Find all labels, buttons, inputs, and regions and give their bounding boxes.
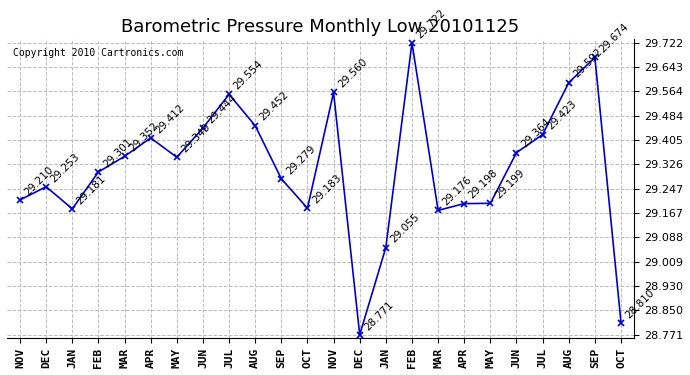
Text: 29.364: 29.364	[520, 117, 552, 150]
Text: 29.452: 29.452	[258, 90, 291, 123]
Text: 29.592: 29.592	[571, 47, 604, 80]
Text: 29.301: 29.301	[101, 136, 134, 169]
Text: 29.279: 29.279	[284, 143, 317, 176]
Text: 29.560: 29.560	[336, 57, 369, 90]
Text: 29.352: 29.352	[128, 121, 160, 153]
Text: 29.349: 29.349	[179, 122, 213, 154]
Text: 28.810: 28.810	[624, 287, 657, 320]
Text: 29.722: 29.722	[415, 7, 448, 40]
Text: 29.183: 29.183	[310, 172, 343, 206]
Text: 29.674: 29.674	[598, 22, 631, 55]
Text: 29.423: 29.423	[545, 99, 578, 132]
Text: 29.055: 29.055	[388, 212, 422, 245]
Text: 29.176: 29.176	[441, 175, 474, 208]
Text: 29.412: 29.412	[153, 102, 186, 135]
Title: Barometric Pressure Monthly Low 20101125: Barometric Pressure Monthly Low 20101125	[121, 18, 520, 36]
Text: 29.199: 29.199	[493, 168, 526, 201]
Text: 29.444: 29.444	[206, 92, 239, 125]
Text: 29.253: 29.253	[49, 151, 82, 184]
Text: 28.771: 28.771	[362, 299, 395, 332]
Text: 29.181: 29.181	[75, 173, 108, 206]
Text: Copyright 2010 Cartronics.com: Copyright 2010 Cartronics.com	[13, 48, 184, 58]
Text: 29.198: 29.198	[467, 168, 500, 201]
Text: 29.554: 29.554	[232, 58, 265, 92]
Text: 29.210: 29.210	[23, 164, 56, 197]
